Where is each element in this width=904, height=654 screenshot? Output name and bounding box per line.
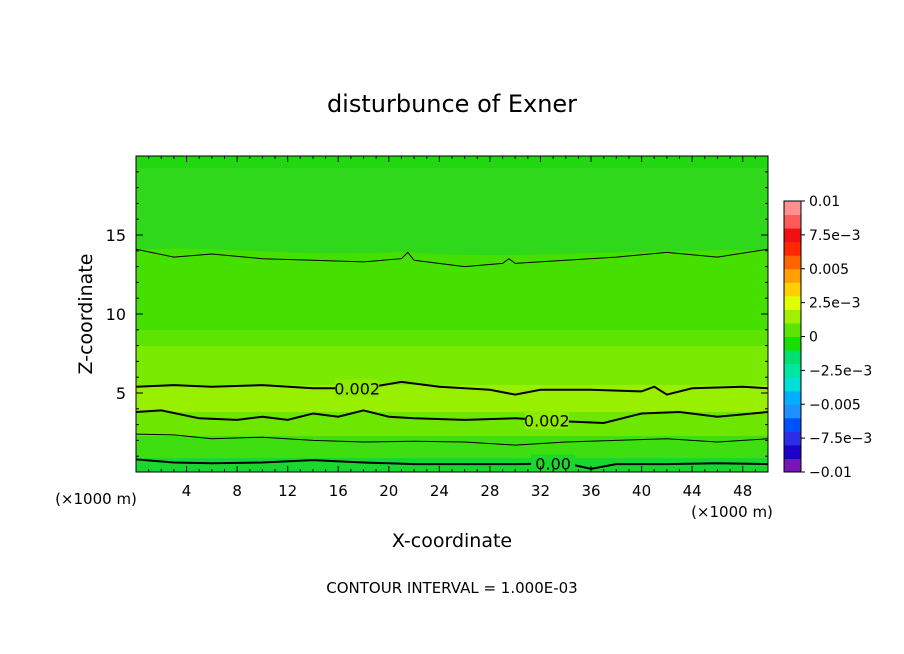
colorbar-swatch <box>784 201 801 216</box>
contour-label: 0.002 <box>334 379 380 398</box>
colorbar-label: −7.5e−3 <box>809 431 872 447</box>
colorbar-label: 0.005 <box>809 262 849 278</box>
x-axis-label: X-coordinate <box>392 530 512 552</box>
contour-interval-note: CONTOUR INTERVAL = 1.000E-03 <box>326 579 577 597</box>
colorbar-swatch <box>784 241 801 256</box>
colorbar-swatch <box>784 377 801 392</box>
contour-line <box>136 409 768 425</box>
y-axis-label: Z-coordinate <box>75 254 97 375</box>
colorbar-swatch <box>784 444 801 459</box>
contour-labels: 0.00 0.002 0.002 <box>334 379 576 474</box>
colorbar-swatch <box>784 295 801 310</box>
x-tick-label: 24 <box>430 482 449 500</box>
colorbar-swatch <box>784 390 801 405</box>
filled-contours <box>136 156 768 472</box>
x-tick-label: 16 <box>329 482 348 500</box>
x-tick-label: 20 <box>379 482 398 500</box>
colorbar-label: −2.5e−3 <box>809 363 872 379</box>
colorbar-swatch <box>784 214 801 229</box>
colorbar-swatch <box>784 404 801 419</box>
colorbar-label: 7.5e−3 <box>809 228 861 244</box>
colorbar-label: −0.01 <box>809 465 852 481</box>
contour-label: 0.002 <box>524 411 570 430</box>
colorbar-swatch <box>784 282 801 297</box>
x-tick-label: 28 <box>480 482 499 500</box>
x-tick-label: 44 <box>683 482 702 500</box>
colorbar-label: 2.5e−3 <box>809 296 861 312</box>
colorbar-swatch <box>784 363 801 378</box>
colorbar-swatch <box>784 309 801 324</box>
contour-label-bg <box>335 379 380 398</box>
colorbar-swatch <box>784 228 801 243</box>
colorbar-swatch <box>784 268 801 283</box>
x-axis: 4 8 12 16 20 24 28 32 36 40 44 48 <box>148 156 756 500</box>
chart-title: disturbunce of Exner <box>327 90 577 118</box>
x-tick-label: 40 <box>632 482 651 500</box>
contour-line <box>136 433 768 446</box>
x-tick-label: 8 <box>232 482 242 500</box>
y-tick-label: 15 <box>106 226 126 245</box>
colorbar: 0.01 7.5e−3 0.005 2.5e−3 0 −2.5e−3 −0.005 −7.5e… <box>783 194 872 481</box>
x-unit-left: (×1000 m) <box>55 490 137 508</box>
y-axis: 5 10 15 <box>106 171 768 457</box>
colorbar-label: 0 <box>809 330 818 346</box>
contour-line <box>136 248 768 268</box>
contour-lines <box>136 248 768 470</box>
contour-line <box>136 458 768 470</box>
colorbar-swatch <box>784 431 801 446</box>
x-tick-label: 48 <box>733 482 752 500</box>
x-tick-label: 36 <box>581 482 600 500</box>
colorbar-swatch <box>784 255 801 270</box>
x-tick-label: 4 <box>182 482 192 500</box>
y-tick-label: 5 <box>116 384 126 403</box>
colorbar-swatch <box>784 350 801 365</box>
colorbar-swatch <box>784 322 801 337</box>
x-unit-right: (×1000 m) <box>691 503 773 521</box>
y-tick-label: 10 <box>106 305 126 324</box>
colorbar-label: −0.005 <box>809 397 861 413</box>
contour-label-bg <box>524 411 569 430</box>
contour-label: 0.00 <box>535 455 571 474</box>
contour-label-bg <box>531 454 576 473</box>
colorbar-swatch <box>784 458 801 473</box>
colorbar-label: 0.01 <box>809 194 840 210</box>
colorbar-swatch <box>784 417 801 432</box>
x-tick-label: 12 <box>278 482 297 500</box>
colorbar-swatch <box>784 336 801 351</box>
x-tick-label: 32 <box>531 482 550 500</box>
contour-line <box>136 380 768 396</box>
